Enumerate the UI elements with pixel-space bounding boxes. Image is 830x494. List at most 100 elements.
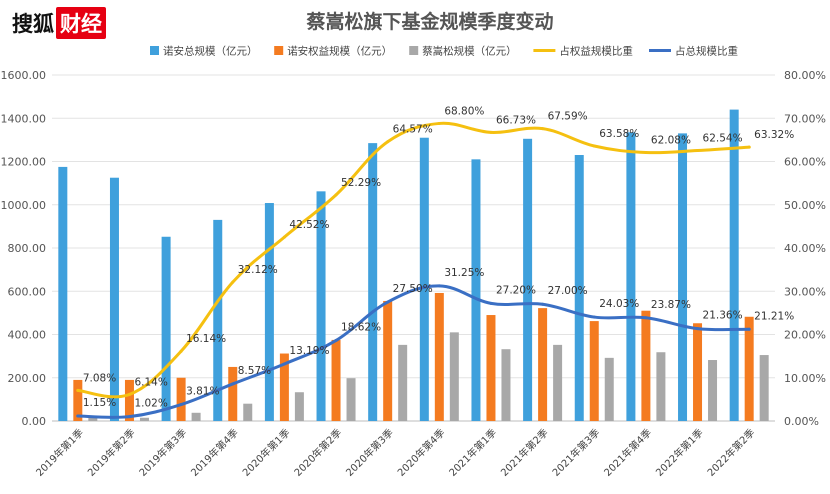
data-label: 6.14% bbox=[134, 376, 167, 388]
line-point bbox=[231, 280, 235, 284]
right-axis-tick-label: 70.00% bbox=[784, 112, 826, 125]
line-point bbox=[76, 388, 80, 392]
line-point bbox=[437, 284, 441, 288]
bar bbox=[708, 360, 718, 421]
data-label: 32.12% bbox=[238, 264, 278, 276]
left-axis-tick-label: 400.00 bbox=[8, 329, 47, 342]
line-series bbox=[76, 121, 751, 419]
line-series-path bbox=[76, 284, 751, 419]
bar bbox=[538, 308, 548, 421]
data-label: 63.32% bbox=[754, 129, 794, 141]
bar bbox=[471, 159, 481, 421]
right-axis-tick-label: 10.00% bbox=[784, 372, 826, 385]
bar bbox=[161, 236, 171, 421]
bar bbox=[279, 353, 289, 421]
legend: 诺安总规模（亿元） 诺安权益规模（亿元） 蔡嵩松规模（亿元） 占权益规模比重 占总规模比… bbox=[150, 45, 738, 58]
bar bbox=[523, 138, 533, 421]
line-point bbox=[747, 327, 751, 331]
legend-label: 占总规模比重 bbox=[675, 45, 738, 58]
right-axis-tick-label: 80.00% bbox=[784, 69, 826, 82]
bar bbox=[398, 344, 408, 421]
x-axis-tick-label: 2019年第1季 bbox=[33, 426, 86, 479]
data-label: 27.20% bbox=[496, 284, 536, 296]
data-label: 27.00% bbox=[548, 285, 588, 297]
left-axis-tick-label: 0.00 bbox=[22, 415, 47, 428]
data-label: 7.08% bbox=[83, 372, 116, 384]
line-point bbox=[386, 140, 390, 144]
right-axis-tick-label: 0.00% bbox=[784, 415, 819, 428]
left-axis-tick-label: 1600.00 bbox=[1, 69, 47, 82]
x-axis-tick-label: 2020年第1季 bbox=[240, 426, 293, 479]
bar bbox=[124, 379, 134, 421]
data-labels: 7.08% 6.14% 16.14% 32.12% 42.52% 52.29% 64.57%… bbox=[83, 105, 794, 409]
bar bbox=[228, 366, 238, 421]
bar-series bbox=[58, 109, 769, 421]
x-axis-tick-label: 2021年第2季 bbox=[498, 426, 551, 479]
bar bbox=[744, 316, 754, 421]
chart-title: 蔡嵩松旗下基金规模季度变动 bbox=[306, 10, 553, 33]
data-label: 42.52% bbox=[289, 219, 329, 231]
data-label: 1.02% bbox=[134, 398, 167, 410]
line-point bbox=[437, 121, 441, 125]
right-axis-tick-label: 30.00% bbox=[784, 285, 826, 298]
bar bbox=[73, 379, 83, 421]
logo-text-finance: 财经 bbox=[56, 7, 106, 39]
data-label: 64.57% bbox=[393, 124, 433, 136]
bar bbox=[58, 166, 68, 421]
data-label: 52.29% bbox=[341, 177, 381, 189]
data-label: 31.25% bbox=[444, 267, 484, 279]
bar bbox=[316, 191, 326, 421]
legend-swatch bbox=[409, 46, 419, 55]
logo-text-sohu: 搜狐 bbox=[12, 12, 54, 36]
x-axis-tick-label: 2019年第2季 bbox=[85, 426, 138, 479]
line-point bbox=[127, 392, 131, 396]
bar bbox=[589, 321, 599, 421]
bar bbox=[759, 355, 769, 421]
bar bbox=[678, 133, 688, 421]
bar bbox=[501, 349, 511, 421]
line-point bbox=[747, 145, 751, 149]
bar bbox=[604, 357, 614, 421]
line-point bbox=[644, 316, 648, 320]
legend-label: 蔡嵩松规模（亿元） bbox=[422, 45, 517, 58]
line-point bbox=[644, 151, 648, 155]
line-point bbox=[282, 362, 286, 366]
x-axis-tick-label: 2021年第3季 bbox=[549, 426, 602, 479]
left-axis-tick-label: 800.00 bbox=[8, 242, 47, 255]
data-label: 66.73% bbox=[496, 114, 536, 126]
data-label: 68.80% bbox=[444, 105, 484, 117]
line-point bbox=[592, 144, 596, 148]
line-point bbox=[179, 403, 183, 407]
legend-label: 诺安总规模（亿元） bbox=[163, 45, 258, 58]
bar bbox=[368, 143, 378, 421]
legend-label: 占权益规模比重 bbox=[559, 45, 633, 58]
bar bbox=[419, 137, 429, 421]
line-point bbox=[696, 149, 700, 153]
bar bbox=[346, 378, 356, 421]
data-label: 21.36% bbox=[703, 310, 743, 322]
bar bbox=[574, 155, 584, 421]
x-axis-tick-label: 2022年第1季 bbox=[653, 426, 706, 479]
data-label: 8.57% bbox=[238, 365, 271, 377]
bar bbox=[434, 292, 444, 421]
data-label: 27.50% bbox=[393, 283, 433, 295]
left-axis-tick-label: 600.00 bbox=[8, 285, 47, 298]
line-point bbox=[76, 414, 80, 418]
x-axis-tick-label: 2021年第4季 bbox=[601, 426, 654, 479]
line-point bbox=[696, 327, 700, 331]
bar bbox=[139, 417, 149, 421]
bar bbox=[626, 132, 636, 421]
bar bbox=[294, 392, 304, 421]
bar bbox=[729, 109, 739, 421]
data-label: 62.08% bbox=[651, 135, 691, 147]
x-axis-tick-label: 2019年第3季 bbox=[136, 426, 189, 479]
x-axis-tick-label: 2020年第2季 bbox=[291, 426, 344, 479]
line-series-path bbox=[76, 121, 751, 399]
data-label: 63.58% bbox=[599, 128, 639, 140]
data-label: 13.19% bbox=[289, 345, 329, 357]
line-point bbox=[231, 382, 235, 386]
sohu-finance-logo: 搜狐 财经 bbox=[12, 7, 106, 39]
line-point bbox=[127, 415, 131, 419]
